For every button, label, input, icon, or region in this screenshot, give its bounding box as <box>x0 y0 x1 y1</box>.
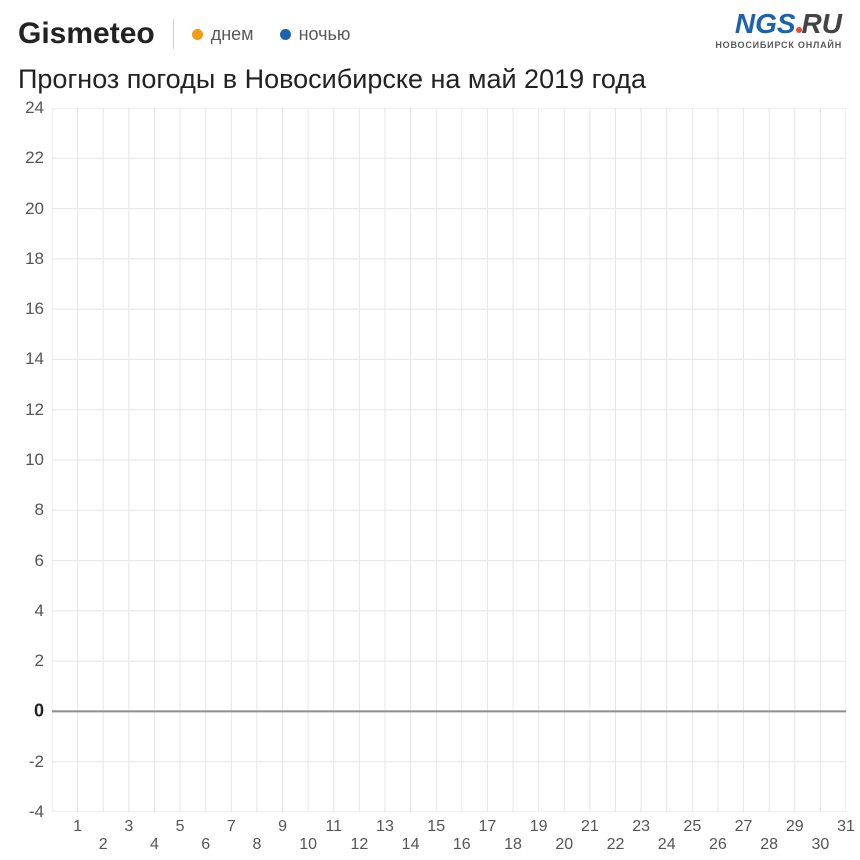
y-tick-label: 8 <box>0 500 44 520</box>
x-tick-label: 19 <box>530 818 548 836</box>
x-tick-label: 5 <box>176 818 185 836</box>
legend-item-day: днем <box>192 24 254 45</box>
x-tick-label: 20 <box>555 836 573 854</box>
page: Gismeteo днем ночью NGSRU НОВОСИБИРСК ОН… <box>0 0 860 860</box>
chart-title: Прогноз погоды в Новосибирске на май 201… <box>18 64 842 95</box>
y-tick-label: 2 <box>0 651 44 671</box>
y-tick-label: 24 <box>0 98 44 118</box>
legend-dot-night <box>280 29 291 40</box>
x-tick-label: 2 <box>99 836 108 854</box>
y-tick-label: -4 <box>0 802 44 822</box>
x-tick-label: 22 <box>607 836 625 854</box>
header-divider <box>173 19 174 49</box>
x-tick-label: 16 <box>453 836 471 854</box>
x-tick-label: 4 <box>150 836 159 854</box>
brand-logo: NGSRU НОВОСИБИРСК ОНЛАЙН <box>715 10 842 50</box>
x-tick-label: 18 <box>504 836 522 854</box>
legend-label-night: ночью <box>299 24 351 45</box>
x-tick-label: 17 <box>479 818 497 836</box>
x-tick-label: 9 <box>278 818 287 836</box>
y-axis-labels: -4-2024681012141618202224 <box>0 108 48 812</box>
x-tick-label: 10 <box>299 836 317 854</box>
y-tick-label: 10 <box>0 450 44 470</box>
x-tick-label: 13 <box>376 818 394 836</box>
legend-label-day: днем <box>211 24 254 45</box>
legend: днем ночью <box>192 24 351 45</box>
y-tick-label: 18 <box>0 249 44 269</box>
brand-main: NGSRU <box>715 10 842 38</box>
x-tick-label: 26 <box>709 836 727 854</box>
x-tick-label: 11 <box>325 818 342 836</box>
legend-dot-day <box>192 29 203 40</box>
x-tick-label: 12 <box>350 836 368 854</box>
y-tick-label: 14 <box>0 349 44 369</box>
x-tick-label: 21 <box>581 818 599 836</box>
y-tick-label: 20 <box>0 199 44 219</box>
brand-ru-text: RU <box>802 8 842 39</box>
x-tick-label: 14 <box>402 836 420 854</box>
x-tick-label: 29 <box>786 818 804 836</box>
x-axis-labels: 1234567891011121314151617181920212223242… <box>52 816 846 860</box>
y-tick-label: 16 <box>0 299 44 319</box>
brand-subtitle: НОВОСИБИРСК ОНЛАЙН <box>715 40 842 50</box>
y-tick-label: 22 <box>0 148 44 168</box>
brand-ngs-text: NGS <box>735 8 796 39</box>
x-tick-label: 6 <box>201 836 210 854</box>
x-tick-label: 7 <box>227 818 236 836</box>
y-tick-label: 4 <box>0 601 44 621</box>
x-tick-label: 31 <box>837 818 855 836</box>
x-tick-label: 28 <box>760 836 778 854</box>
source-label: Gismeteo <box>18 17 155 51</box>
plot-area <box>52 108 846 812</box>
y-tick-label: 12 <box>0 400 44 420</box>
chart-grid <box>52 108 846 812</box>
y-tick-label: -2 <box>0 752 44 772</box>
x-tick-label: 27 <box>735 818 753 836</box>
legend-item-night: ночью <box>280 24 351 45</box>
x-tick-label: 23 <box>632 818 650 836</box>
y-tick-label: 0 <box>0 701 44 722</box>
x-tick-label: 3 <box>124 818 133 836</box>
y-tick-label: 6 <box>0 551 44 571</box>
x-tick-label: 30 <box>811 836 829 854</box>
x-tick-label: 15 <box>427 818 445 836</box>
x-tick-label: 24 <box>658 836 676 854</box>
x-tick-label: 25 <box>683 818 701 836</box>
x-tick-label: 8 <box>252 836 261 854</box>
x-tick-label: 1 <box>73 818 82 836</box>
